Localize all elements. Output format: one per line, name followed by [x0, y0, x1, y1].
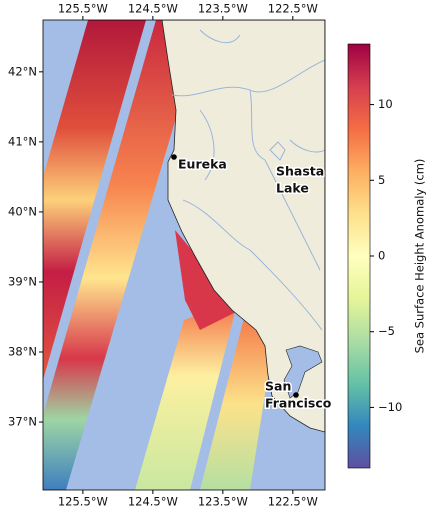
land [161, 20, 325, 433]
y-tick-label: 37°N [8, 415, 37, 429]
place-label: Lake [276, 181, 309, 196]
swath [135, 300, 238, 490]
y-tick-label: 39°N [8, 274, 37, 288]
swath [43, 20, 146, 380]
map-frame [42, 19, 326, 491]
x-tick-label: 124.5°W [128, 495, 178, 509]
x-tick-label: 125.5°W [58, 495, 108, 509]
place-label: Eureka [178, 157, 227, 172]
place-dot [171, 154, 177, 160]
colorbar-tick-label: 5 [378, 173, 385, 187]
place-label: Shasta [276, 164, 324, 179]
y-tick-label: 38°N [8, 345, 37, 359]
y-tick-label: 41°N [8, 134, 37, 148]
swath [200, 318, 275, 490]
colorbar-tick-label: 10 [378, 97, 393, 111]
colorbar-label: Sea Surface Height Anomaly (cm) [413, 159, 427, 354]
map-area [43, 20, 325, 490]
x-tick-label: 123.5°W [198, 495, 248, 509]
colorbar [347, 43, 371, 469]
y-tick-label: 40°N [8, 204, 37, 218]
x-tick-label: 122.5°W [268, 495, 318, 509]
bay [283, 345, 323, 399]
place-label: Francisco [265, 396, 332, 411]
rivers [171, 29, 325, 331]
swath [43, 20, 205, 490]
y-tick-label: 42°N [8, 64, 37, 78]
x-tick-label: 122.5°W [268, 2, 318, 16]
swath [175, 230, 240, 330]
place-label: San [265, 379, 291, 394]
x-tick-label: 124.5°W [128, 2, 178, 16]
place-dot [293, 392, 299, 398]
x-tick-label: 125.5°W [58, 2, 108, 16]
x-tick-label: 123.5°W [198, 2, 248, 16]
colorbar-tick-label: −10 [378, 400, 402, 414]
colorbar-tick-label: 0 [378, 249, 385, 263]
colorbar-tick-label: −5 [378, 324, 395, 338]
